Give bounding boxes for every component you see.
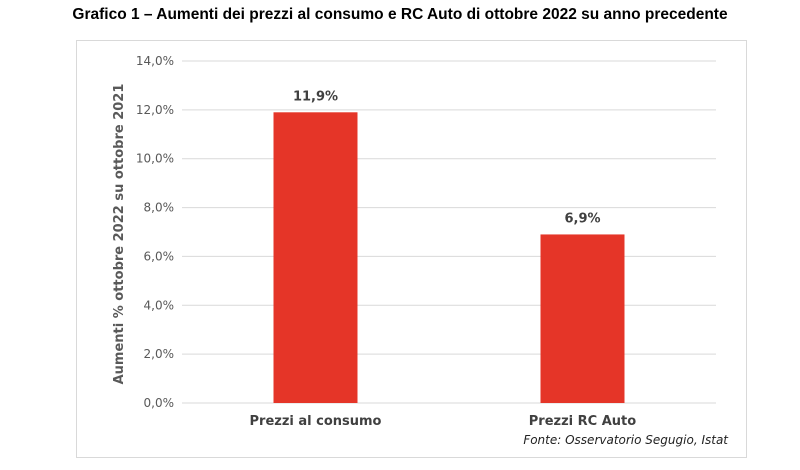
source-note: Fonte: Osservatorio Segugio, Istat [523, 433, 729, 447]
category-labels: Prezzi al consumo Prezzi RC Auto [250, 414, 637, 429]
category-label: Prezzi al consumo [250, 414, 382, 429]
y-axis-label: Aumenti % ottobre 2022 su ottobre 2021 [112, 84, 127, 385]
data-label: 6,9% [564, 211, 600, 226]
chart-title: Grafico 1 – Aumenti dei prezzi al consum… [72, 6, 728, 23]
data-label: 11,9% [293, 89, 338, 104]
y-tick-label: 14,0% [136, 54, 174, 68]
y-tick-label: 4,0% [144, 298, 175, 312]
bars [273, 112, 625, 404]
bar [540, 234, 625, 403]
gridlines [182, 60, 716, 404]
bar [273, 112, 358, 404]
y-tick-labels: 0,0% 2,0% 4,0% 6,0% 8,0% 10,0% 12,0% 14,0% [136, 54, 174, 410]
y-tick-label: 10,0% [136, 152, 174, 166]
data-labels: 11,9% 6,9% [293, 89, 601, 226]
y-tick-label: 12,0% [136, 103, 174, 117]
y-tick-label: 2,0% [144, 347, 175, 361]
y-tick-label: 8,0% [144, 201, 175, 215]
y-tick-label: 6,0% [144, 249, 175, 263]
chart-frame [76, 40, 747, 458]
category-label: Prezzi RC Auto [529, 414, 636, 429]
y-tick-label: 0,0% [144, 396, 175, 410]
